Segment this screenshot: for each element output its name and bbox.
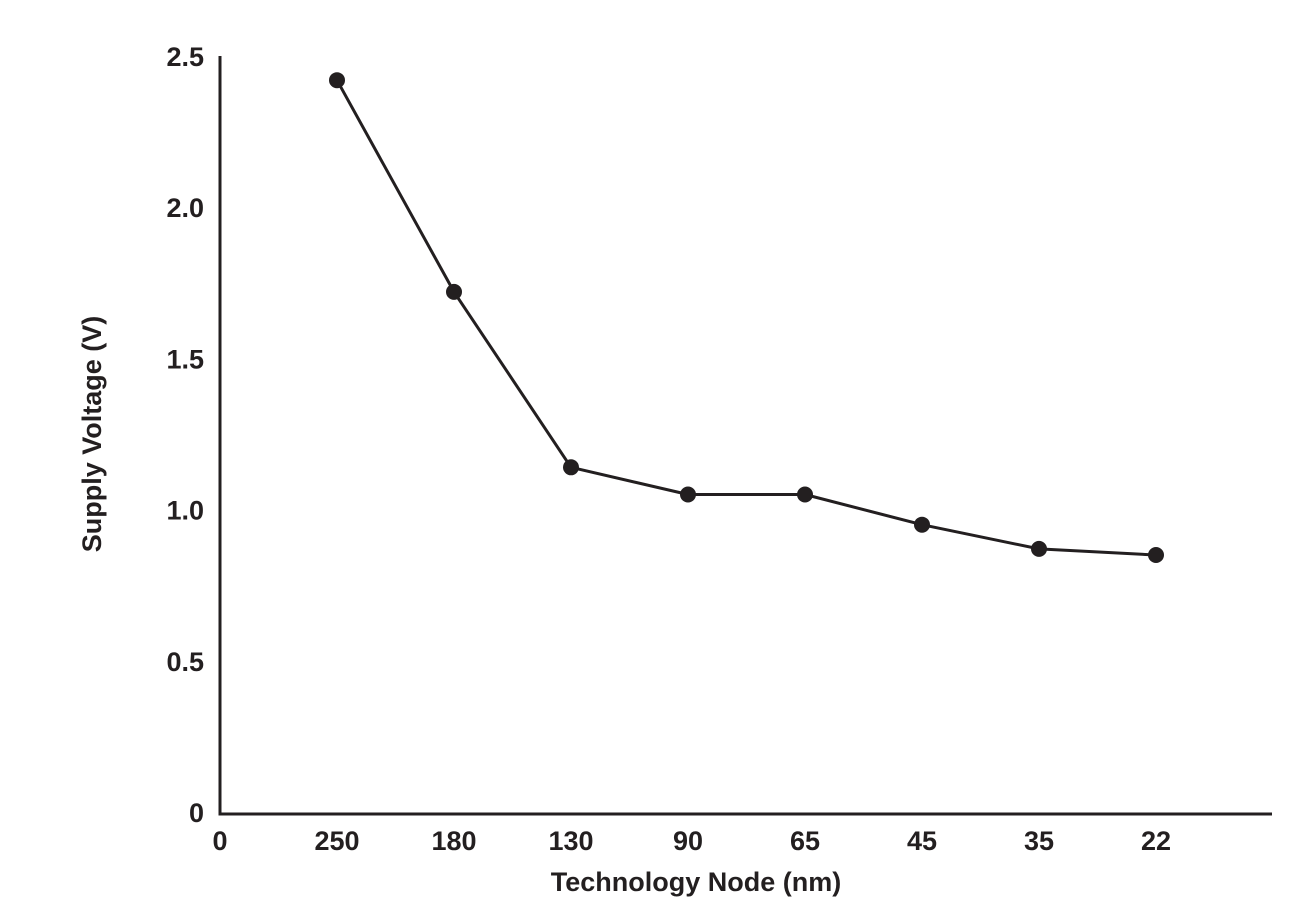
- x-axis-label: Technology Node (nm): [551, 867, 842, 897]
- x-tick-label: 35: [1024, 826, 1054, 856]
- data-point-130: [563, 459, 579, 476]
- series-points: [329, 72, 1164, 563]
- y-tick-label: 0: [189, 798, 204, 828]
- data-point-90: [680, 486, 696, 503]
- data-point-65: [797, 486, 813, 503]
- data-point-35: [1031, 540, 1047, 557]
- data-point-45: [914, 516, 930, 533]
- y-tick-label: 2.0: [166, 193, 204, 223]
- y-tick-label: 1.0: [166, 496, 204, 526]
- y-tick-label: 1.5: [166, 344, 204, 374]
- x-tick-label: 250: [314, 826, 359, 856]
- x-tick-label: 45: [907, 826, 937, 856]
- x-tick-label: 180: [431, 826, 476, 856]
- y-tick-label: 2.5: [166, 42, 204, 72]
- y-tick-label: 0.5: [166, 647, 204, 677]
- x-tick-label: 0: [212, 826, 227, 856]
- x-tick-label: 22: [1141, 826, 1171, 856]
- x-tick-labels: 0 250 180 130 90 65 45 35 22: [212, 826, 1171, 856]
- x-tick-label: 65: [790, 826, 820, 856]
- x-tick-label: 130: [548, 826, 593, 856]
- series-lines: [335, 79, 1157, 557]
- x-tick-label: 90: [673, 826, 703, 856]
- data-point-250: [329, 72, 345, 89]
- data-point-180: [446, 283, 462, 300]
- data-point-22: [1148, 547, 1164, 563]
- series-line: [335, 79, 1157, 557]
- axes: [218, 56, 1272, 816]
- y-axis-label: Supply Voltage (V): [77, 316, 107, 553]
- y-tick-labels: 0 0.5 1.0 1.5 2.0 2.5: [166, 42, 204, 828]
